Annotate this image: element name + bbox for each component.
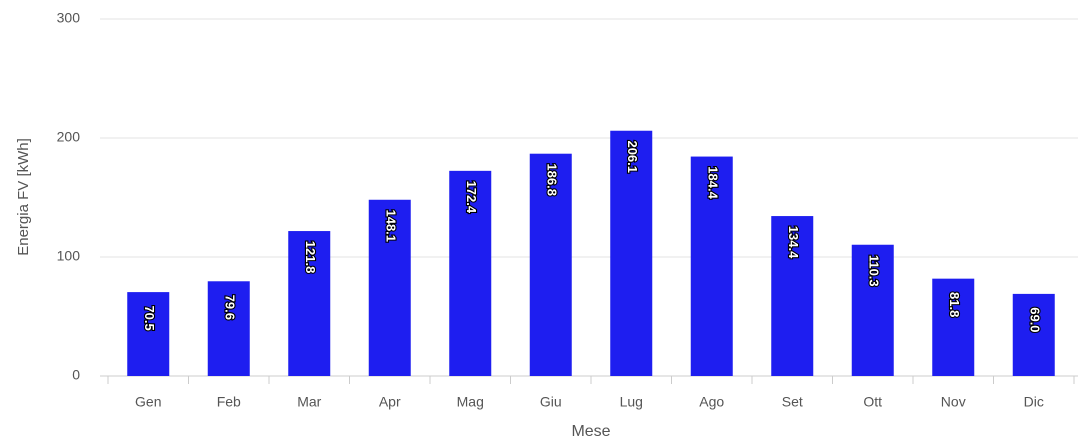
x-tick-label: Gen bbox=[135, 394, 161, 410]
y-axis-label: Energia FV [kWh] bbox=[15, 138, 32, 256]
bar bbox=[288, 231, 331, 376]
value-label: 69.0 bbox=[1027, 307, 1042, 332]
y-tick-label: 100 bbox=[57, 248, 81, 264]
bar bbox=[127, 292, 170, 376]
x-tick-label: Lug bbox=[620, 394, 643, 410]
value-label: 186.8 bbox=[544, 163, 559, 196]
x-tick-label: Set bbox=[782, 394, 803, 410]
bar bbox=[851, 244, 894, 376]
x-tick-label: Mar bbox=[297, 394, 321, 410]
bar bbox=[449, 170, 492, 376]
bar bbox=[1012, 293, 1055, 376]
y-tick-label: 200 bbox=[57, 129, 81, 145]
value-label: 81.8 bbox=[947, 292, 962, 317]
x-tick-label: Ago bbox=[699, 394, 724, 410]
x-tick-label: Apr bbox=[379, 394, 401, 410]
value-label: 134.4 bbox=[786, 226, 801, 259]
bar bbox=[610, 130, 653, 376]
x-tick-label: Ott bbox=[863, 394, 882, 410]
y-tick-label: 300 bbox=[57, 10, 81, 26]
value-label: 110.3 bbox=[866, 255, 881, 287]
value-label: 79.6 bbox=[222, 295, 237, 320]
value-label: 206.1 bbox=[625, 140, 640, 173]
bar bbox=[207, 281, 250, 376]
x-tick-label: Feb bbox=[217, 394, 241, 410]
bar bbox=[368, 199, 411, 376]
value-label: 121.8 bbox=[303, 241, 318, 274]
x-tick-label: Nov bbox=[941, 394, 966, 410]
bar bbox=[690, 156, 733, 376]
x-tick-label: Giu bbox=[540, 394, 562, 410]
value-label: 148.1 bbox=[383, 209, 398, 242]
y-tick-label: 0 bbox=[72, 367, 80, 383]
x-tick-label: Dic bbox=[1024, 394, 1044, 410]
bar bbox=[932, 278, 975, 376]
value-label: 70.5 bbox=[142, 305, 157, 330]
x-axis-label: Mese bbox=[571, 423, 610, 440]
value-label: 184.4 bbox=[705, 166, 720, 199]
value-label: 172.4 bbox=[464, 181, 479, 214]
bar bbox=[771, 216, 814, 376]
bar bbox=[529, 153, 572, 376]
x-tick-label: Mag bbox=[457, 394, 484, 410]
